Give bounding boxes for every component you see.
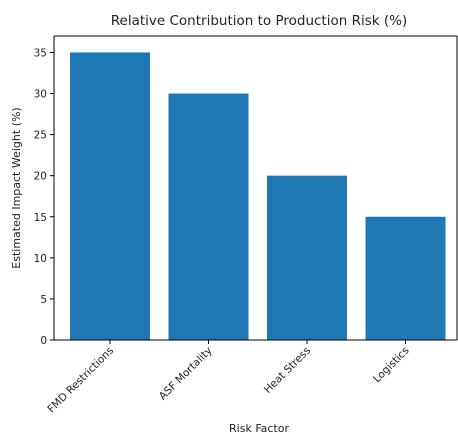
y-axis-label: Estimated Impact Weight (%) — [10, 107, 23, 268]
chart-title: Relative Contribution to Production Risk… — [111, 13, 407, 29]
x-tick-label: FMD Restrictions — [45, 345, 116, 416]
y-tick-label: 20 — [34, 171, 47, 183]
y-tick-label: 0 — [40, 335, 47, 347]
y-tick-label: 15 — [34, 212, 47, 224]
bar-fmd-restrictions — [70, 52, 150, 340]
y-tick-label: 35 — [34, 47, 47, 59]
x-tick-label: Heat Stress — [262, 345, 313, 396]
bar-asf-mortality — [168, 93, 249, 340]
y-tick-label: 25 — [34, 130, 47, 142]
y-axis-ticks: 0 5 10 15 20 25 30 35 — [34, 47, 54, 347]
y-tick-label: 5 — [40, 294, 47, 306]
y-tick-label: 10 — [34, 253, 47, 265]
bar-logistics — [365, 216, 446, 340]
x-axis-ticks: FMD Restrictions ASF Mortality Heat Stress… — [45, 340, 412, 416]
x-tick-label: ASF Mortality — [157, 345, 215, 403]
bars-group — [70, 52, 446, 340]
x-tick-label: Logistics — [371, 345, 412, 386]
x-axis-label: Risk Factor — [229, 422, 289, 435]
bar-heat-stress — [267, 175, 347, 340]
y-tick-label: 30 — [34, 89, 47, 101]
